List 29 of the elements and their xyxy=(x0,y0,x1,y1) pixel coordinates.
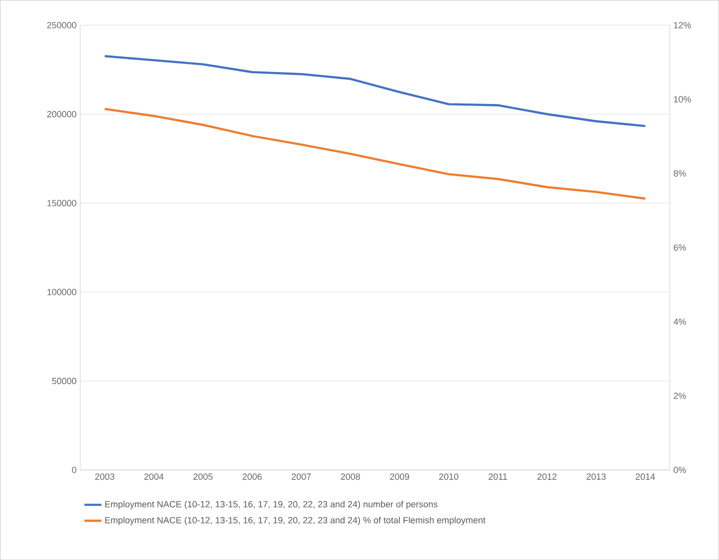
y-tick-label: 0 xyxy=(72,466,76,474)
x-tick-label: 2003 xyxy=(95,473,114,480)
line-series xyxy=(104,108,646,200)
y2-tick-label: 2% xyxy=(674,392,686,399)
x-tick-label: 2008 xyxy=(340,473,360,480)
line-series xyxy=(104,55,646,128)
x-tick-label: 2006 xyxy=(242,473,262,480)
y-tick-label: 200000 xyxy=(47,110,76,118)
y-tick-label: 100000 xyxy=(47,288,76,296)
x-tick-label: 2012 xyxy=(537,473,556,480)
y-tick-label: 50000 xyxy=(52,378,76,384)
x-tick-label: 2005 xyxy=(193,473,213,480)
y-tick-label: 150000 xyxy=(47,200,76,206)
x-tick-label: 2013 xyxy=(586,473,606,480)
x-tick-label: 2010 xyxy=(439,473,458,480)
y-tick-label: 250000 xyxy=(47,22,76,28)
y2-tick-label: 12% xyxy=(674,22,691,28)
y2-tick-label: 6% xyxy=(674,244,686,251)
x-tick-label: 2007 xyxy=(292,473,311,480)
legend-label: Employment NACE (10-12, 13-15, 16, 17, 19, 20, 22, 23 and 24) number of persons xyxy=(105,500,438,510)
y2-tick-label: 4% xyxy=(674,318,686,325)
y2-tick-label: 0% xyxy=(674,466,686,474)
x-tick-label: 2014 xyxy=(636,473,655,480)
y2-tick-label: 10% xyxy=(674,96,691,102)
legend-label: Employment NACE (10-12, 13-15, 16, 17, 19, 20, 22, 23 and 24) % of total Flemish employment xyxy=(105,516,486,526)
y2-tick-label: 8% xyxy=(674,170,686,177)
x-tick-label: 2004 xyxy=(144,473,164,480)
x-tick-label: 2011 xyxy=(488,473,508,480)
x-tick-label: 2009 xyxy=(390,473,410,480)
